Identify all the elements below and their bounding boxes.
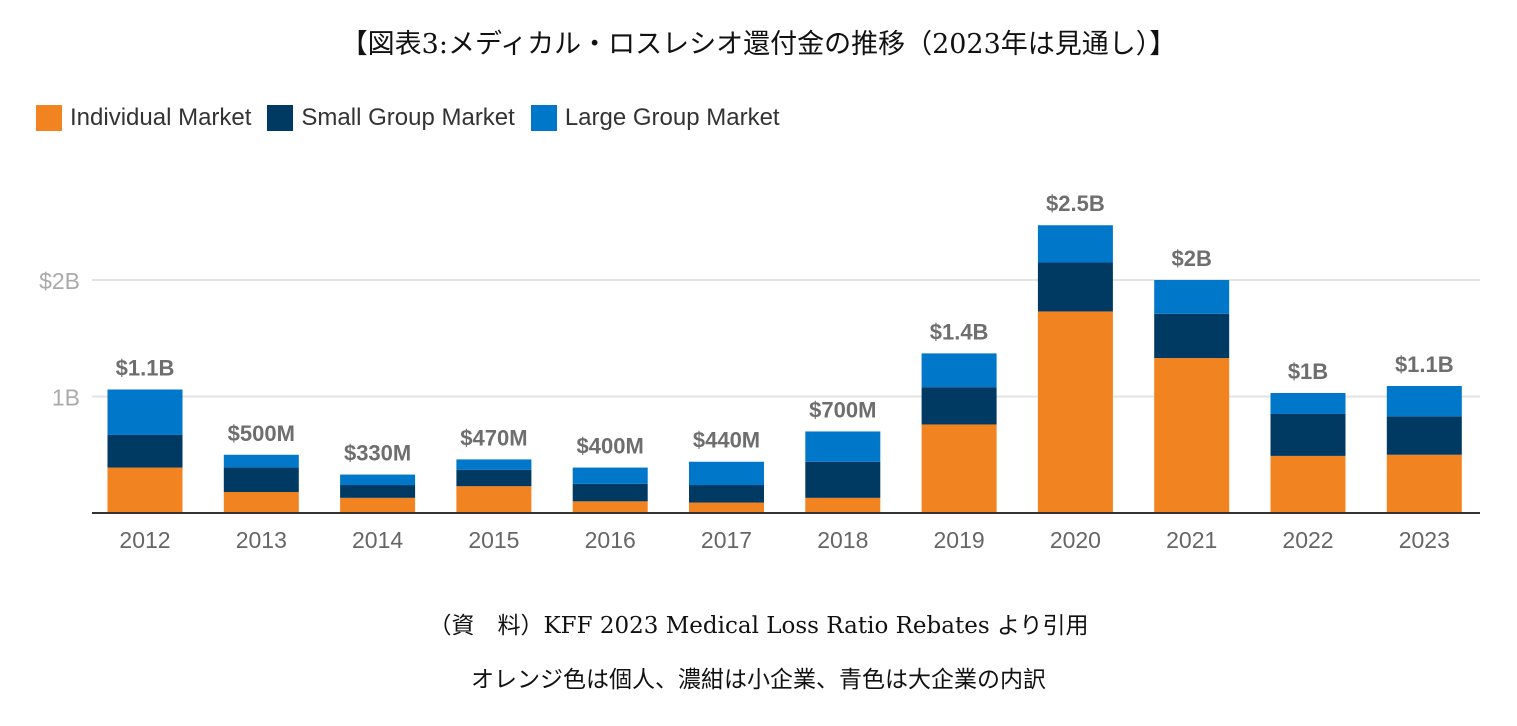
bar-segment <box>1270 455 1346 513</box>
chart-title: 【図表3:メディカル・ロスレシオ還付金の推移（2023年は見通し）】 <box>340 29 1177 60</box>
bar-segment <box>1154 313 1230 359</box>
bar-segment <box>1386 386 1462 417</box>
data-label: $2B <box>1172 246 1212 271</box>
x-tick-label: 2021 <box>1166 527 1217 553</box>
bar-segment <box>805 461 881 498</box>
bar-segment <box>340 474 416 486</box>
data-label: $1.4B <box>930 319 989 344</box>
bar-segment <box>1154 358 1230 513</box>
legend-label: Small Group Market <box>301 104 515 131</box>
legend-swatch-small-group <box>267 105 294 131</box>
x-tick-label: 2019 <box>934 527 985 553</box>
legend-item-small-group: Small Group Market <box>267 104 515 132</box>
bar-segment <box>689 485 764 503</box>
bar-segment <box>805 497 881 513</box>
source-note: （資 料）KFF 2023 Medical Loss Ratio Rebates… <box>428 613 1089 639</box>
bar-segment <box>107 389 183 435</box>
data-label: $2.5B <box>1046 191 1105 216</box>
bar-segment <box>921 424 997 513</box>
bar-segment <box>689 461 764 486</box>
bar-segment <box>921 353 997 388</box>
bar-segment <box>921 387 997 425</box>
x-tick-label: 2020 <box>1050 527 1101 553</box>
data-label: $700M <box>809 397 876 422</box>
data-label: $470M <box>460 425 527 450</box>
bar-segment <box>456 469 532 487</box>
x-tick-label: 2022 <box>1282 527 1333 553</box>
bar-segment <box>456 486 532 513</box>
data-label: $1B <box>1288 359 1328 384</box>
bar-segment <box>1386 454 1462 513</box>
legend-item-individual: Individual Market <box>36 104 251 132</box>
bar-segment <box>223 492 299 513</box>
y-tick-label: $2B <box>39 268 80 294</box>
legend-item-large-group: Large Group Market <box>530 104 780 132</box>
data-label: $400M <box>577 434 644 459</box>
bar-segment <box>456 459 532 470</box>
bar-segment <box>1037 225 1113 263</box>
bar-segment <box>223 467 299 493</box>
legend-swatch-large-group <box>530 105 557 131</box>
x-tick-label: 2018 <box>817 527 868 553</box>
data-label: $440M <box>693 428 760 453</box>
bar-segment <box>1270 413 1346 456</box>
bar-segment <box>107 467 183 513</box>
bar-segment <box>572 467 648 484</box>
bar-segment <box>572 483 648 502</box>
bar-segment <box>1154 280 1230 314</box>
caption-note: オレンジ色は個人、濃紺は小企業、青色は大企業の内訳 <box>471 667 1046 693</box>
x-tick-label: 2013 <box>236 527 287 553</box>
bar-segment <box>805 431 881 462</box>
bar-segment <box>1270 393 1346 414</box>
bar-segment <box>1037 262 1113 312</box>
bar-segment <box>689 502 764 513</box>
x-tick-label: 2014 <box>352 527 403 553</box>
bar-segment <box>340 497 416 513</box>
x-tick-label: 2017 <box>701 527 752 553</box>
legend: Individual Market Small Group Market Lar… <box>36 104 796 132</box>
legend-label: Individual Market <box>70 104 252 131</box>
bar-segment <box>340 485 416 498</box>
bar-segment <box>107 434 183 468</box>
legend-swatch-individual <box>36 105 62 131</box>
x-tick-label: 2016 <box>585 527 636 553</box>
x-tick-label: 2023 <box>1399 527 1450 553</box>
bar-segment <box>1037 311 1113 513</box>
y-tick-label: 1B <box>52 385 80 411</box>
bar-segment <box>223 454 299 468</box>
legend-label: Large Group Market <box>564 104 780 131</box>
x-tick-label: 2012 <box>119 527 170 553</box>
data-label: $500M <box>228 421 295 446</box>
data-label: $1.1B <box>1395 352 1454 377</box>
bar-segment <box>1386 416 1462 455</box>
bar-segment <box>572 501 648 513</box>
data-label: $1.1B <box>116 356 175 381</box>
data-label: $330M <box>344 441 411 466</box>
x-tick-label: 2015 <box>468 527 519 553</box>
